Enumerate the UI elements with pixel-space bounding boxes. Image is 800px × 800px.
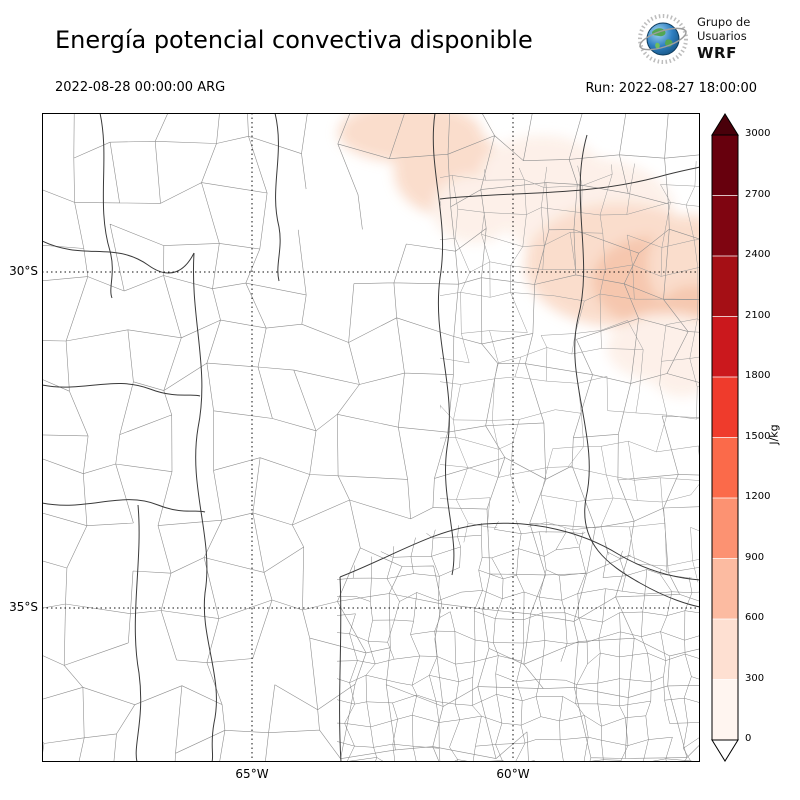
- map-canvas: [42, 113, 700, 762]
- globe-icon: [638, 14, 688, 64]
- valid-time-label: 2022-08-28 00:00:00 ARG: [55, 80, 226, 95]
- lat-tick-30s: 30°S: [9, 264, 38, 278]
- wrf-logo: Grupo de Usuarios WRF: [636, 12, 750, 66]
- logo-wrf-text: WRF: [697, 43, 737, 62]
- lon-tick-65w: 65°W: [235, 767, 269, 781]
- colorbar-tick-label: 2100: [745, 309, 771, 321]
- colorbar-tick-label: 600: [745, 612, 765, 623]
- logo-text: Grupo de Usuarios WRF: [697, 15, 751, 62]
- logo-org-line1: Grupo de: [697, 15, 751, 30]
- run-time-label: Run: 2022-08-27 18:00:00: [585, 81, 757, 96]
- lat-lon-gridlines: [42, 113, 700, 762]
- lon-tick-60w: 60°W: [496, 767, 530, 781]
- logo-org-line2: Usuarios: [697, 29, 747, 43]
- page-title: Energía potencial convectiva disponible: [55, 26, 533, 54]
- province-boundaries: [42, 113, 700, 762]
- colorbar-tick-label: 300: [745, 672, 765, 684]
- map-frame: [42, 113, 700, 762]
- colorbar: [711, 113, 739, 762]
- lat-tick-35s: 35°S: [9, 600, 38, 614]
- colorbar-tick-label: 1200: [745, 491, 771, 502]
- colorbar-tick-label: 2700: [745, 188, 771, 200]
- colorbar-tick-label: 900: [745, 551, 765, 563]
- colorbar-unit-label: J/kg: [767, 424, 781, 445]
- colorbar-tick-label: 0: [745, 733, 752, 744]
- colorbar-tick-label: 1800: [745, 370, 771, 381]
- colorbar-tick-label: 1500: [745, 430, 771, 442]
- colorbar-tick-label: 2400: [745, 249, 771, 260]
- colorbar-tick-label: 3000: [745, 128, 771, 139]
- department-boundaries-mesh: [42, 113, 700, 762]
- department-boundaries-mesh-buenosaires: [337, 520, 700, 762]
